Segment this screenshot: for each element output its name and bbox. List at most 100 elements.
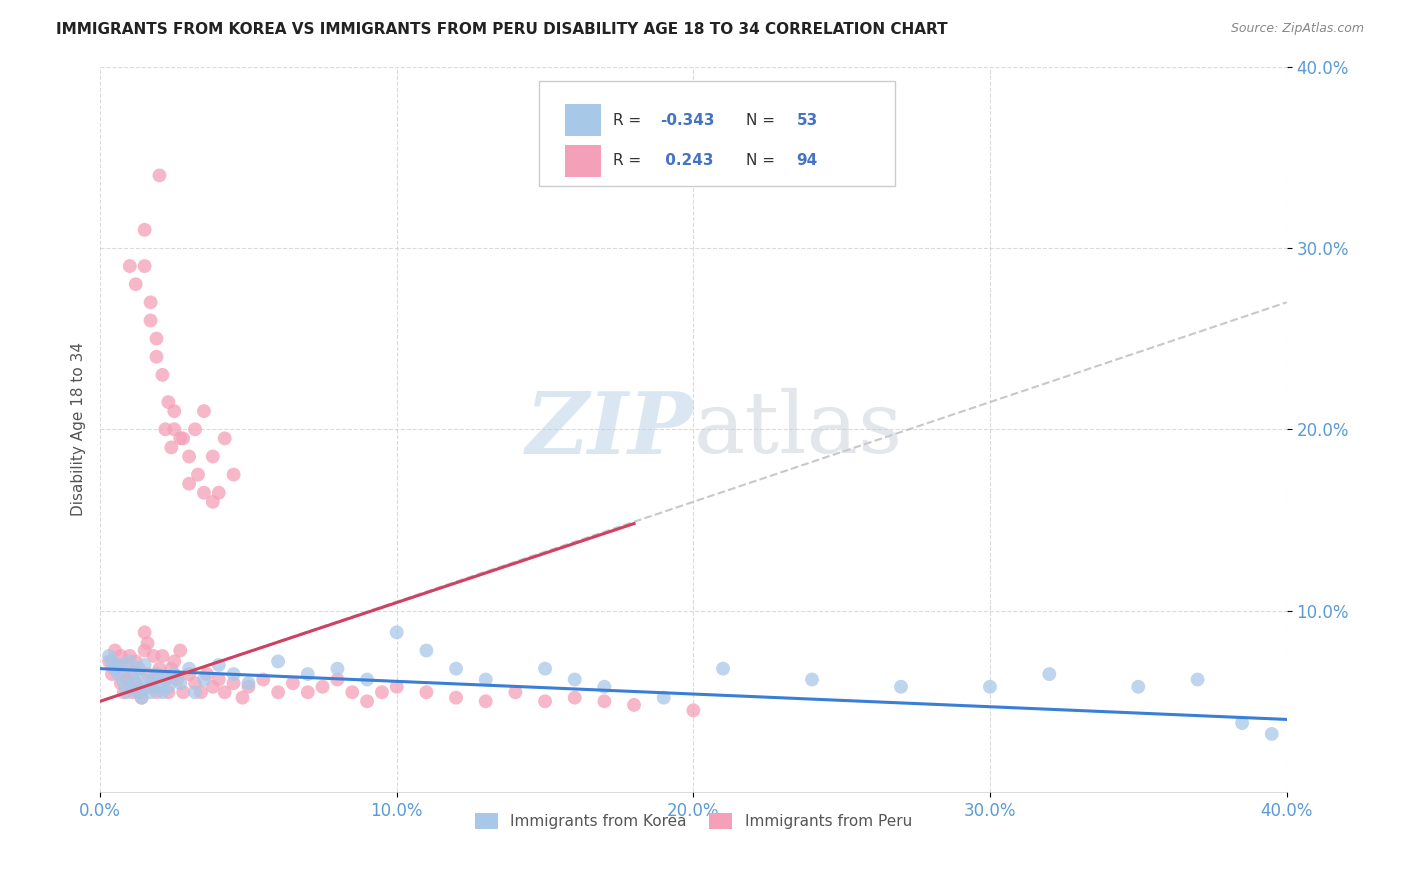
Point	[118, 259, 141, 273]
Point	[131, 690, 153, 705]
Point	[134, 643, 156, 657]
Point	[128, 685, 150, 699]
Point	[136, 667, 159, 681]
Point	[104, 643, 127, 657]
Point	[115, 658, 138, 673]
Point	[564, 690, 586, 705]
Point	[385, 625, 408, 640]
Point	[297, 685, 319, 699]
Point	[711, 662, 734, 676]
Point	[118, 680, 141, 694]
Point	[98, 648, 121, 663]
Text: 94: 94	[797, 153, 818, 169]
Point	[1261, 727, 1284, 741]
Point	[1038, 667, 1060, 681]
Point	[145, 685, 167, 699]
Point	[214, 431, 236, 445]
Point	[190, 685, 212, 699]
Point	[222, 667, 245, 681]
Point	[163, 404, 186, 418]
Point	[145, 332, 167, 346]
Text: -0.343: -0.343	[661, 112, 714, 128]
Point	[534, 662, 557, 676]
Point	[1128, 680, 1150, 694]
Point	[101, 667, 124, 681]
Point	[142, 673, 165, 687]
Point	[155, 673, 177, 687]
Text: 53: 53	[797, 112, 818, 128]
Point	[134, 223, 156, 237]
Point	[160, 441, 183, 455]
Point	[179, 667, 201, 681]
Point	[152, 685, 174, 699]
Point	[139, 685, 162, 699]
Point	[593, 694, 616, 708]
Point	[152, 648, 174, 663]
FancyBboxPatch shape	[538, 81, 896, 186]
Point	[193, 485, 215, 500]
Point	[125, 654, 148, 668]
Point	[157, 685, 180, 699]
Point	[152, 368, 174, 382]
Point	[142, 648, 165, 663]
Point	[134, 625, 156, 640]
Point	[342, 685, 364, 699]
Point	[444, 662, 467, 676]
Point	[125, 676, 148, 690]
Point	[104, 662, 127, 676]
Point	[208, 485, 231, 500]
Point	[155, 673, 177, 687]
Point	[534, 694, 557, 708]
Point	[214, 685, 236, 699]
Point	[415, 685, 437, 699]
Text: atlas: atlas	[693, 388, 903, 471]
Point	[169, 676, 191, 690]
Text: IMMIGRANTS FROM KOREA VS IMMIGRANTS FROM PERU DISABILITY AGE 18 TO 34 CORRELATIO: IMMIGRANTS FROM KOREA VS IMMIGRANTS FROM…	[56, 22, 948, 37]
Text: Source: ZipAtlas.com: Source: ZipAtlas.com	[1230, 22, 1364, 36]
Point	[118, 648, 141, 663]
Point	[652, 690, 675, 705]
FancyBboxPatch shape	[565, 103, 600, 136]
Point	[1187, 673, 1209, 687]
Point	[157, 680, 180, 694]
Point	[193, 404, 215, 418]
Point	[112, 685, 135, 699]
Point	[201, 680, 224, 694]
Point	[801, 673, 824, 687]
FancyBboxPatch shape	[565, 145, 600, 178]
Point	[208, 673, 231, 687]
Point	[148, 680, 170, 694]
Point	[163, 654, 186, 668]
Point	[148, 662, 170, 676]
Point	[134, 673, 156, 687]
Point	[890, 680, 912, 694]
Point	[385, 680, 408, 694]
Point	[148, 169, 170, 183]
Text: N =: N =	[745, 112, 779, 128]
Point	[184, 685, 207, 699]
Point	[128, 662, 150, 676]
Point	[115, 673, 138, 687]
Point	[160, 662, 183, 676]
Point	[163, 667, 186, 681]
Point	[107, 658, 129, 673]
Point	[1230, 716, 1253, 731]
Point	[979, 680, 1001, 694]
Point	[139, 313, 162, 327]
Point	[104, 662, 127, 676]
Point	[172, 685, 194, 699]
Point	[134, 658, 156, 673]
Point	[356, 694, 378, 708]
Point	[98, 654, 121, 668]
Point	[326, 673, 349, 687]
Point	[474, 694, 496, 708]
Point	[112, 676, 135, 690]
Point	[252, 673, 274, 687]
Point	[142, 676, 165, 690]
Point	[193, 673, 215, 687]
Text: N =: N =	[745, 153, 779, 169]
Point	[415, 643, 437, 657]
Point	[184, 676, 207, 690]
Point	[107, 667, 129, 681]
Point	[326, 662, 349, 676]
